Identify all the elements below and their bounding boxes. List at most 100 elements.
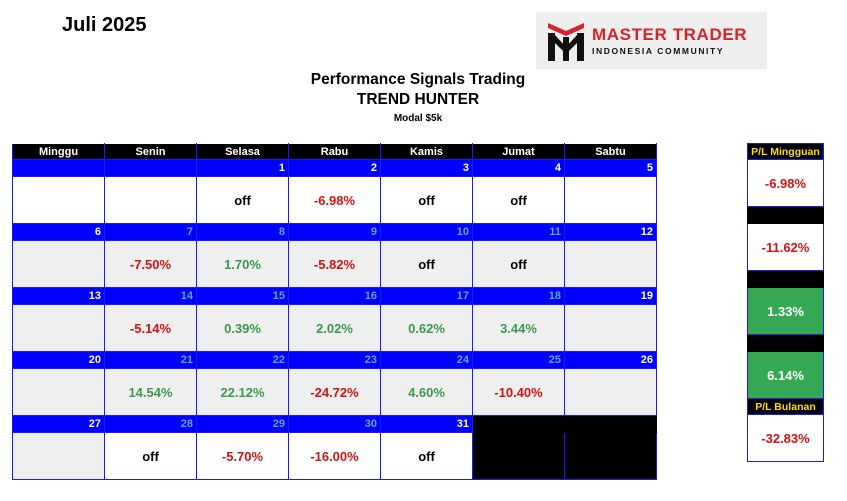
- day-value: [564, 304, 657, 352]
- day-value: [564, 176, 657, 224]
- day-header: Minggu: [12, 143, 105, 160]
- day-number: [472, 415, 565, 433]
- value-row: -7.50% 1.70% -5.82% off off: [12, 240, 657, 288]
- pl-weekly-value: 1.33%: [747, 287, 824, 335]
- day-number: 12: [564, 223, 657, 241]
- date-row: 6 7 8 9 10 11 12: [12, 223, 657, 241]
- day-number: 24: [380, 351, 473, 369]
- day-value: -6.98%: [288, 176, 381, 224]
- date-row: 20 21 22 23 24 25 26: [12, 351, 657, 369]
- day-header: Selasa: [196, 143, 289, 160]
- day-value: [564, 432, 657, 480]
- day-value: [12, 304, 105, 352]
- day-value: [12, 176, 105, 224]
- day-number: 6: [12, 223, 105, 241]
- capital-label: Modal $5k: [393, 113, 443, 124]
- day-number: 19: [564, 287, 657, 305]
- day-value: 4.60%: [380, 368, 473, 416]
- day-value: off: [380, 176, 473, 224]
- page-title: Performance Signals Trading: [310, 71, 526, 88]
- day-number: 9: [288, 223, 381, 241]
- day-number: 17: [380, 287, 473, 305]
- pl-weekly-value: -6.98%: [747, 159, 824, 207]
- day-number: 8: [196, 223, 289, 241]
- day-number: 3: [380, 159, 473, 177]
- day-number: 4: [472, 159, 565, 177]
- day-value: 0.39%: [196, 304, 289, 352]
- day-number: 10: [380, 223, 473, 241]
- value-row: 14.54% 22.12% -24.72% 4.60% -10.40%: [12, 368, 657, 416]
- pl-summary-table: P/L Mingguan -6.98% -11.62% 1.33% 6.14% …: [747, 143, 824, 462]
- mt-logo-icon: [548, 22, 584, 61]
- day-number: 11: [472, 223, 565, 241]
- day-number: [104, 159, 197, 177]
- day-number: 30: [288, 415, 381, 433]
- day-value: -5.82%: [288, 240, 381, 288]
- day-header: Kamis: [380, 143, 473, 160]
- day-value: off: [380, 240, 473, 288]
- month-title: Juli 2025: [62, 14, 147, 36]
- calendar-table: Minggu Senin Selasa Rabu Kamis Jumat Sab…: [12, 143, 657, 480]
- day-header: Rabu: [288, 143, 381, 160]
- day-number: 20: [12, 351, 105, 369]
- day-number: 26: [564, 351, 657, 369]
- day-number: 18: [472, 287, 565, 305]
- day-number: [564, 415, 657, 433]
- day-header: Sabtu: [564, 143, 657, 160]
- pl-spacer: [747, 270, 824, 288]
- page-subtitle: TREND HUNTER: [356, 91, 480, 108]
- day-value: 14.54%: [104, 368, 197, 416]
- day-number: 31: [380, 415, 473, 433]
- day-value: [564, 368, 657, 416]
- day-value: off: [472, 240, 565, 288]
- day-value: -16.00%: [288, 432, 381, 480]
- day-number: 25: [472, 351, 565, 369]
- day-number: 27: [12, 415, 105, 433]
- pl-weekly-label: P/L Mingguan: [747, 143, 824, 160]
- day-number: 15: [196, 287, 289, 305]
- day-value: off: [472, 176, 565, 224]
- day-number: [12, 159, 105, 177]
- day-value: [12, 432, 105, 480]
- day-value: [564, 240, 657, 288]
- date-row: 27 28 29 30 31: [12, 415, 657, 433]
- weekday-header-row: Minggu Senin Selasa Rabu Kamis Jumat Sab…: [12, 143, 657, 160]
- day-value: 3.44%: [472, 304, 565, 352]
- day-value: -5.14%: [104, 304, 197, 352]
- day-value: -5.70%: [196, 432, 289, 480]
- day-value: [12, 368, 105, 416]
- pl-weekly-value: -11.62%: [747, 223, 824, 271]
- day-header: Jumat: [472, 143, 565, 160]
- day-value: off: [380, 432, 473, 480]
- day-number: 28: [104, 415, 197, 433]
- pl-monthly-label: P/L Bulanan: [747, 398, 824, 415]
- day-value: 1.70%: [196, 240, 289, 288]
- day-value: 0.62%: [380, 304, 473, 352]
- day-value: 22.12%: [196, 368, 289, 416]
- day-number: 16: [288, 287, 381, 305]
- day-header: Senin: [104, 143, 197, 160]
- day-number: 13: [12, 287, 105, 305]
- day-value: [472, 432, 565, 480]
- value-row: off -5.70% -16.00% off: [12, 432, 657, 480]
- day-value: [104, 176, 197, 224]
- date-row: 1 2 3 4 5: [12, 159, 657, 177]
- day-number: 1: [196, 159, 289, 177]
- pl-spacer: [747, 334, 824, 352]
- day-number: 14: [104, 287, 197, 305]
- day-value: -10.40%: [472, 368, 565, 416]
- pl-weekly-value: 6.14%: [747, 351, 824, 399]
- master-trader-logo: MASTER TRADER INDONESIA COMMUNITY: [536, 12, 767, 69]
- day-value: [12, 240, 105, 288]
- pl-monthly-value: -32.83%: [747, 414, 824, 462]
- logo-brand: MASTER TRADER: [592, 24, 748, 44]
- day-number: 29: [196, 415, 289, 433]
- day-value: -7.50%: [104, 240, 197, 288]
- day-number: 7: [104, 223, 197, 241]
- pl-spacer: [747, 206, 824, 224]
- day-number: 5: [564, 159, 657, 177]
- day-number: 21: [104, 351, 197, 369]
- day-number: 22: [196, 351, 289, 369]
- day-value: off: [104, 432, 197, 480]
- value-row: off -6.98% off off: [12, 176, 657, 224]
